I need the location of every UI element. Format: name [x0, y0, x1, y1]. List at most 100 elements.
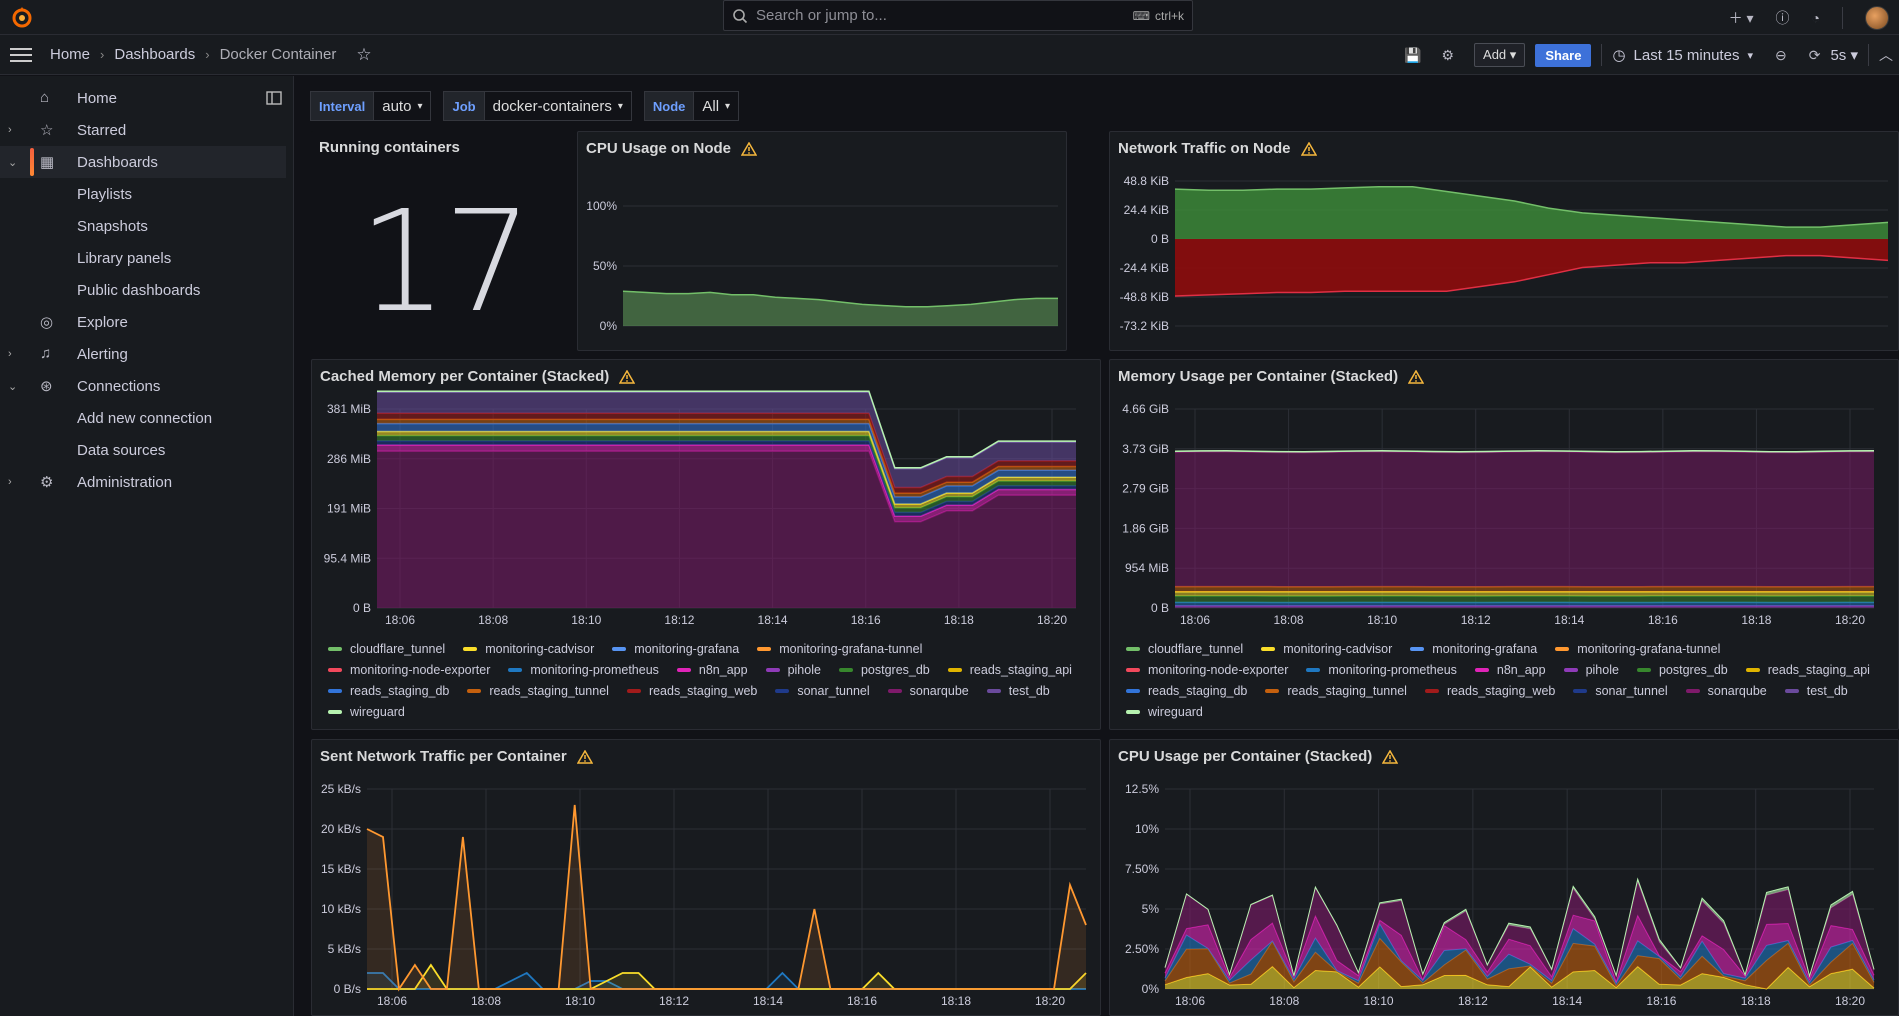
legend-item[interactable]: n8n_app [676, 661, 748, 678]
y-tick-label: 0 B [1151, 232, 1169, 246]
legend-item[interactable]: monitoring-node-exporter [1126, 661, 1288, 678]
interval-select[interactable]: auto ▾ [374, 91, 432, 121]
breadcrumb-home[interactable]: Home [50, 46, 91, 63]
share-button[interactable]: Share [1535, 43, 1592, 67]
node-select[interactable]: All ▾ [694, 91, 740, 121]
dock-menu-icon[interactable] [266, 90, 282, 106]
panel-running-containers[interactable]: Running containers 17 [311, 131, 576, 351]
legend-label: monitoring-prometheus [530, 662, 659, 677]
legend-item[interactable]: reads_staging_web [626, 682, 757, 699]
refresh-icon[interactable]: ⟳ [1808, 46, 1821, 63]
dashboard-nav-bar: Home › Dashboards › Docker Container ☆ 💾… [0, 35, 1899, 75]
legend-item[interactable]: wireguard [328, 703, 405, 720]
avatar[interactable] [1865, 5, 1889, 30]
zoom-out-icon[interactable]: ⊖ [1774, 46, 1787, 63]
save-icon[interactable]: 💾 [1404, 46, 1422, 63]
panel-cached-memory[interactable]: Cached Memory per Container (Stacked) cl… [311, 359, 1101, 730]
panel-cpu-usage-node[interactable]: CPU Usage on Node 100% 50% 0% [577, 131, 1067, 351]
chevron-right-icon[interactable]: › [8, 124, 12, 136]
legend-item[interactable]: test_db [986, 682, 1050, 699]
legend-item[interactable]: cloudflare_tunnel [328, 640, 445, 657]
legend-item[interactable]: reads_staging_db [328, 682, 449, 699]
help-icon[interactable]: ⓘ [1775, 9, 1790, 26]
breadcrumb-dashboards[interactable]: Dashboards [114, 46, 196, 63]
legend-item[interactable]: monitoring-node-exporter [328, 661, 490, 678]
legend-swatch [1126, 688, 1140, 693]
sidebar-item-public-dashboards[interactable]: Public dashboards [0, 274, 286, 306]
sidebar-item-alerting[interactable]: › ♫ Alerting [0, 338, 286, 370]
y-tick-label: 5 kB/s [328, 942, 361, 956]
sidebar-item-administration[interactable]: › ⚙ Administration [0, 466, 286, 498]
settings-gear-icon[interactable]: ⚙ [1441, 46, 1455, 63]
legend-item[interactable]: sonar_tunnel [775, 682, 870, 699]
legend-item[interactable]: monitoring-grafana-tunnel [1555, 640, 1720, 657]
collapse-up-icon[interactable]: ︿ [1879, 47, 1893, 63]
legend-item[interactable]: monitoring-cadvisor [463, 640, 594, 657]
legend-item[interactable]: monitoring-cadvisor [1261, 640, 1392, 657]
menu-icon[interactable] [10, 47, 32, 63]
chevron-right-icon[interactable]: › [8, 476, 12, 488]
panel-cpu-usage-container[interactable]: CPU Usage per Container (Stacked) 12.5% 1… [1109, 739, 1899, 1016]
panel-network-traffic-node[interactable]: Network Traffic on Node 48.8 KiB 24.4 KiB… [1109, 131, 1899, 351]
sidebar-item-library-panels[interactable]: Library panels [0, 242, 286, 274]
legend-swatch [1474, 667, 1489, 672]
legend-item[interactable]: postgres_db [838, 661, 930, 678]
panel-title: Cached Memory per Container (Stacked) [320, 368, 636, 385]
legend-item[interactable]: monitoring-grafana [612, 640, 739, 657]
add-button[interactable]: Add ▾ [1474, 43, 1526, 67]
search-input[interactable]: Search or jump to... ⌨ ctrl+k [723, 0, 1193, 31]
legend-item[interactable]: sonar_tunnel [1573, 682, 1668, 699]
chevron-right-icon[interactable]: › [8, 348, 12, 360]
sidebar-item-explore[interactable]: ◎ Explore [0, 306, 286, 338]
bell-icon: ♫ [40, 345, 52, 362]
legend-item[interactable]: pihole [765, 661, 821, 678]
sidebar-item-dashboards[interactable]: ⌄ ▦ Dashboards [0, 146, 286, 178]
legend-item[interactable]: wireguard [1126, 703, 1203, 720]
sidebar-item-home[interactable]: ⌂ Home [0, 82, 286, 114]
sidebar-item-snapshots[interactable]: Snapshots [0, 210, 286, 242]
legend-item[interactable]: monitoring-grafana [1410, 640, 1537, 657]
warning-icon[interactable] [1300, 141, 1317, 156]
compass-icon: ◎ [40, 314, 54, 331]
time-range-picker[interactable]: ◷ Last 15 minutes ▾ [1612, 46, 1753, 65]
legend-item[interactable]: n8n_app [1474, 661, 1546, 678]
legend-item[interactable]: reads_staging_web [1424, 682, 1555, 699]
warning-icon[interactable] [619, 369, 636, 384]
panel-sent-network[interactable]: Sent Network Traffic per Container 25 kB… [311, 739, 1101, 1016]
panel-memory-usage[interactable]: Memory Usage per Container (Stacked) clo… [1109, 359, 1899, 730]
legend-label: monitoring-prometheus [1328, 662, 1457, 677]
sidebar-item-playlists[interactable]: Playlists [0, 178, 286, 210]
chevron-down-icon[interactable]: ⌄ [8, 156, 18, 169]
job-select[interactable]: docker-containers ▾ [484, 91, 632, 121]
legend-swatch [626, 688, 641, 693]
legend-item[interactable]: test_db [1784, 682, 1848, 699]
legend-item[interactable]: sonarqube [887, 682, 969, 699]
legend-item[interactable]: pihole [1563, 661, 1619, 678]
sidebar-item-connections[interactable]: ⌄ ⊛ Connections [0, 370, 286, 402]
legend-item[interactable]: reads_staging_tunnel [1265, 682, 1407, 699]
grafana-logo-icon[interactable] [10, 5, 34, 29]
sidebar-item-starred[interactable]: › ☆ Starred [0, 114, 286, 146]
new-plus-icon[interactable]: ＋ ▾ [1728, 9, 1754, 26]
warning-icon[interactable] [576, 749, 593, 764]
legend-item[interactable]: reads_staging_tunnel [467, 682, 609, 699]
legend-item[interactable]: reads_staging_api [1745, 661, 1870, 678]
chevron-down-icon[interactable]: ⌄ [8, 380, 18, 393]
news-feed-icon[interactable]: ◔ [1811, 9, 1820, 26]
warning-icon[interactable] [1408, 369, 1425, 384]
sidebar-item-add-new-connection[interactable]: Add new connection [0, 402, 286, 434]
refresh-interval-picker[interactable]: 5s ▾ [1830, 47, 1858, 64]
legend-item[interactable]: reads_staging_api [947, 661, 1072, 678]
sidebar-item-data-sources[interactable]: Data sources [0, 434, 286, 466]
y-tick-label: 7.50% [1125, 862, 1159, 876]
legend-item[interactable]: monitoring-prometheus [1306, 661, 1457, 678]
legend-item[interactable]: monitoring-prometheus [508, 661, 659, 678]
legend-item[interactable]: cloudflare_tunnel [1126, 640, 1243, 657]
legend-item[interactable]: monitoring-grafana-tunnel [757, 640, 922, 657]
warning-icon[interactable] [741, 141, 758, 156]
legend-item[interactable]: postgres_db [1636, 661, 1728, 678]
legend-item[interactable]: reads_staging_db [1126, 682, 1247, 699]
warning-icon[interactable] [1382, 749, 1399, 764]
legend-item[interactable]: sonarqube [1685, 682, 1767, 699]
star-icon[interactable]: ☆ [356, 44, 372, 64]
